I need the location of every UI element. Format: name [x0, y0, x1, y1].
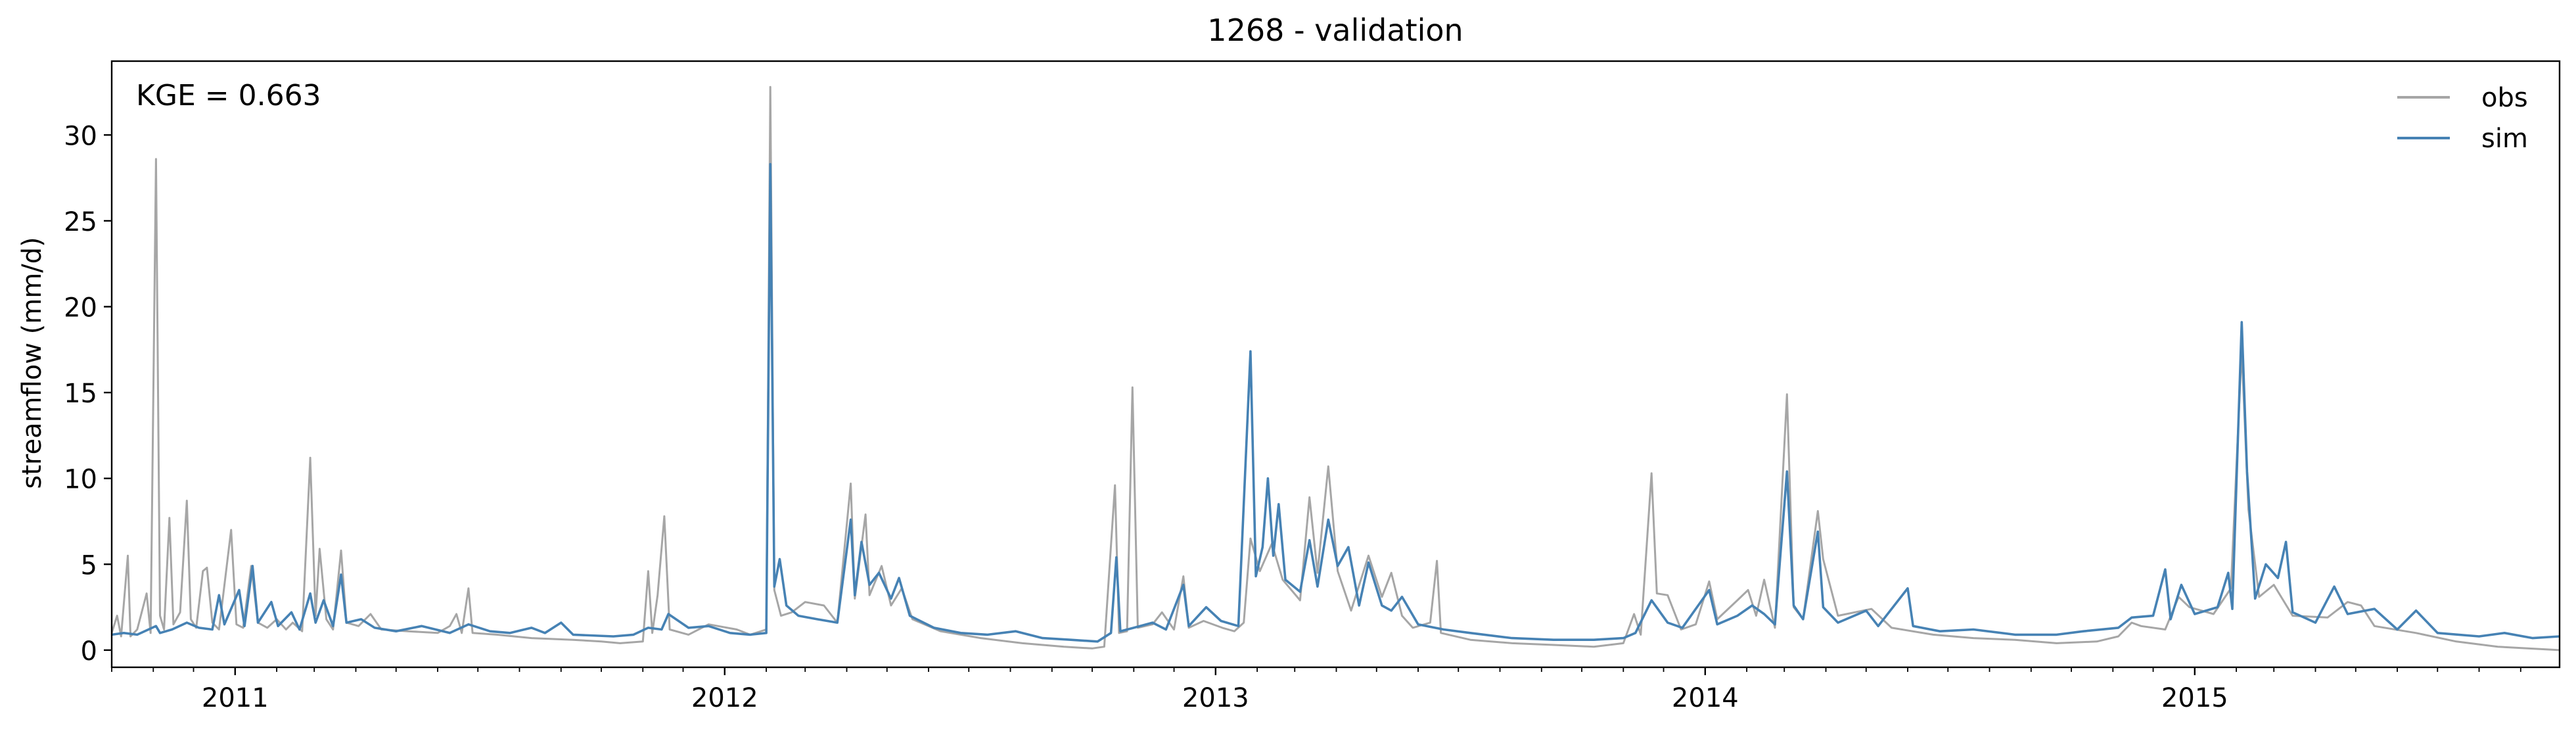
chart-title: 1268 - validation: [1207, 12, 1463, 48]
y-tick-label: 20: [64, 293, 97, 323]
legend-obs-label: obs: [2481, 83, 2528, 113]
y-tick-label: 10: [64, 465, 97, 495]
y-tick-label: 0: [81, 636, 97, 667]
y-axis-label-group: streamflow (mm/d): [17, 237, 47, 488]
y-axis-label: streamflow (mm/d): [17, 237, 47, 488]
legend-sim-label: sim: [2481, 124, 2528, 154]
x-tick-label: 2012: [691, 683, 758, 713]
x-tick-label: 2014: [1672, 683, 1739, 713]
y-tick-label: 15: [64, 379, 97, 409]
y-tick-label: 5: [81, 550, 97, 581]
x-tick-label: 2013: [1182, 683, 1249, 713]
x-tick-label: 2011: [202, 683, 269, 713]
y-tick-label: 30: [64, 121, 97, 151]
x-tick-label: 2015: [2161, 683, 2228, 713]
kge-annotation: KGE = 0.663: [136, 79, 321, 112]
y-tick-label: 25: [64, 207, 97, 237]
